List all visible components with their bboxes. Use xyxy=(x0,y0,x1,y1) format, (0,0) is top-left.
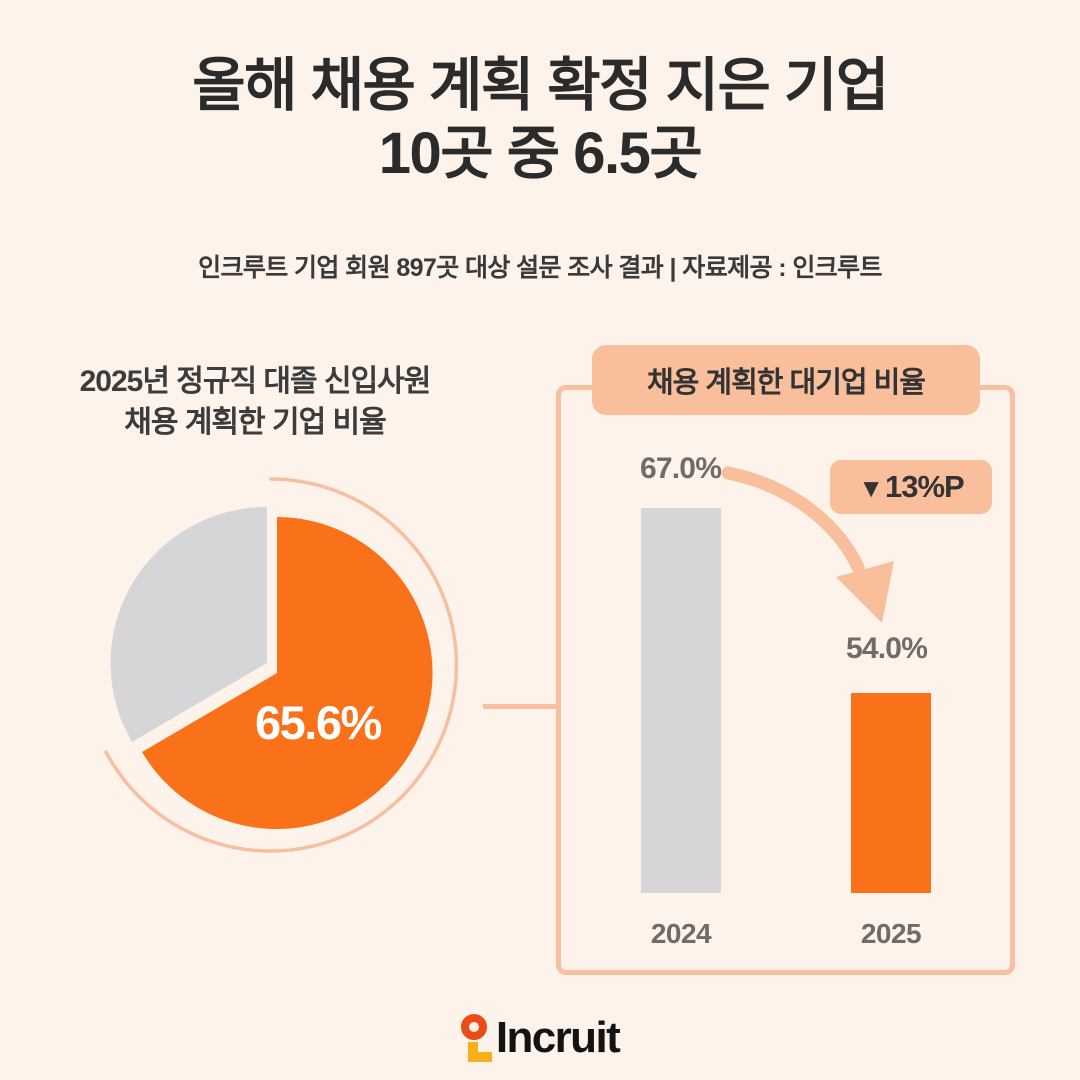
decline-arrow-icon xyxy=(721,466,894,623)
pie-slice-value-label: 65.6% xyxy=(255,696,382,749)
bar-category-2024: 2024 xyxy=(650,918,712,949)
incruit-logo-mark-icon xyxy=(460,1012,495,1064)
bar-2025 xyxy=(851,693,931,893)
incruit-logo: Incruit xyxy=(0,1012,1080,1064)
logo-dot-icon xyxy=(460,1014,487,1040)
bar-value-2025: 54.0% xyxy=(846,632,928,665)
incruit-logo-text: Incruit xyxy=(495,1013,621,1062)
pie-chart-svg xyxy=(104,477,459,853)
pie-chart-heading-line-2: 채용 계획한 기업 비율 xyxy=(124,405,386,439)
page-title-line-2: 10곳 중 6.5곳 xyxy=(378,120,703,186)
bar-category-2025: 2025 xyxy=(860,918,922,949)
logo-l-shape-icon xyxy=(467,1042,492,1062)
header: 올해 채용 계획 확정 지은 기업 10곳 중 6.5곳 xyxy=(0,52,1080,188)
pie-chart-heading-line-1: 2025년 정규직 대졸 신입사원 xyxy=(79,365,432,398)
bar-2024 xyxy=(641,508,721,893)
pie-slice-gray xyxy=(110,506,268,742)
bar-value-2024: 67.0% xyxy=(640,452,722,485)
page-title-line-1: 올해 채용 계획 확정 지은 기업 xyxy=(192,53,889,118)
pie-to-box-connector-line xyxy=(483,704,561,709)
subtitle-source-note: 인크루트 기업 회원 897곳 대상 설문 조사 결과 | 자료제공 : 인크루… xyxy=(198,254,882,282)
logo-dot-hole-icon xyxy=(468,1022,479,1032)
pie-slice-orange xyxy=(142,517,433,829)
pie-chart-heading: 2025년 정규직 대졸 신입사원 채용 계획한 기업 비율 xyxy=(20,362,490,444)
delta-badge: ▼ 13%P xyxy=(830,460,992,514)
bar-chart-title-pill: 채용 계획한 대기업 비율 xyxy=(592,345,980,415)
pie-chart xyxy=(75,455,495,875)
pie-decorative-arc xyxy=(104,477,459,853)
triangle-down-icon: ▼ xyxy=(858,473,884,503)
delta-badge-label: 13%P xyxy=(885,469,965,504)
